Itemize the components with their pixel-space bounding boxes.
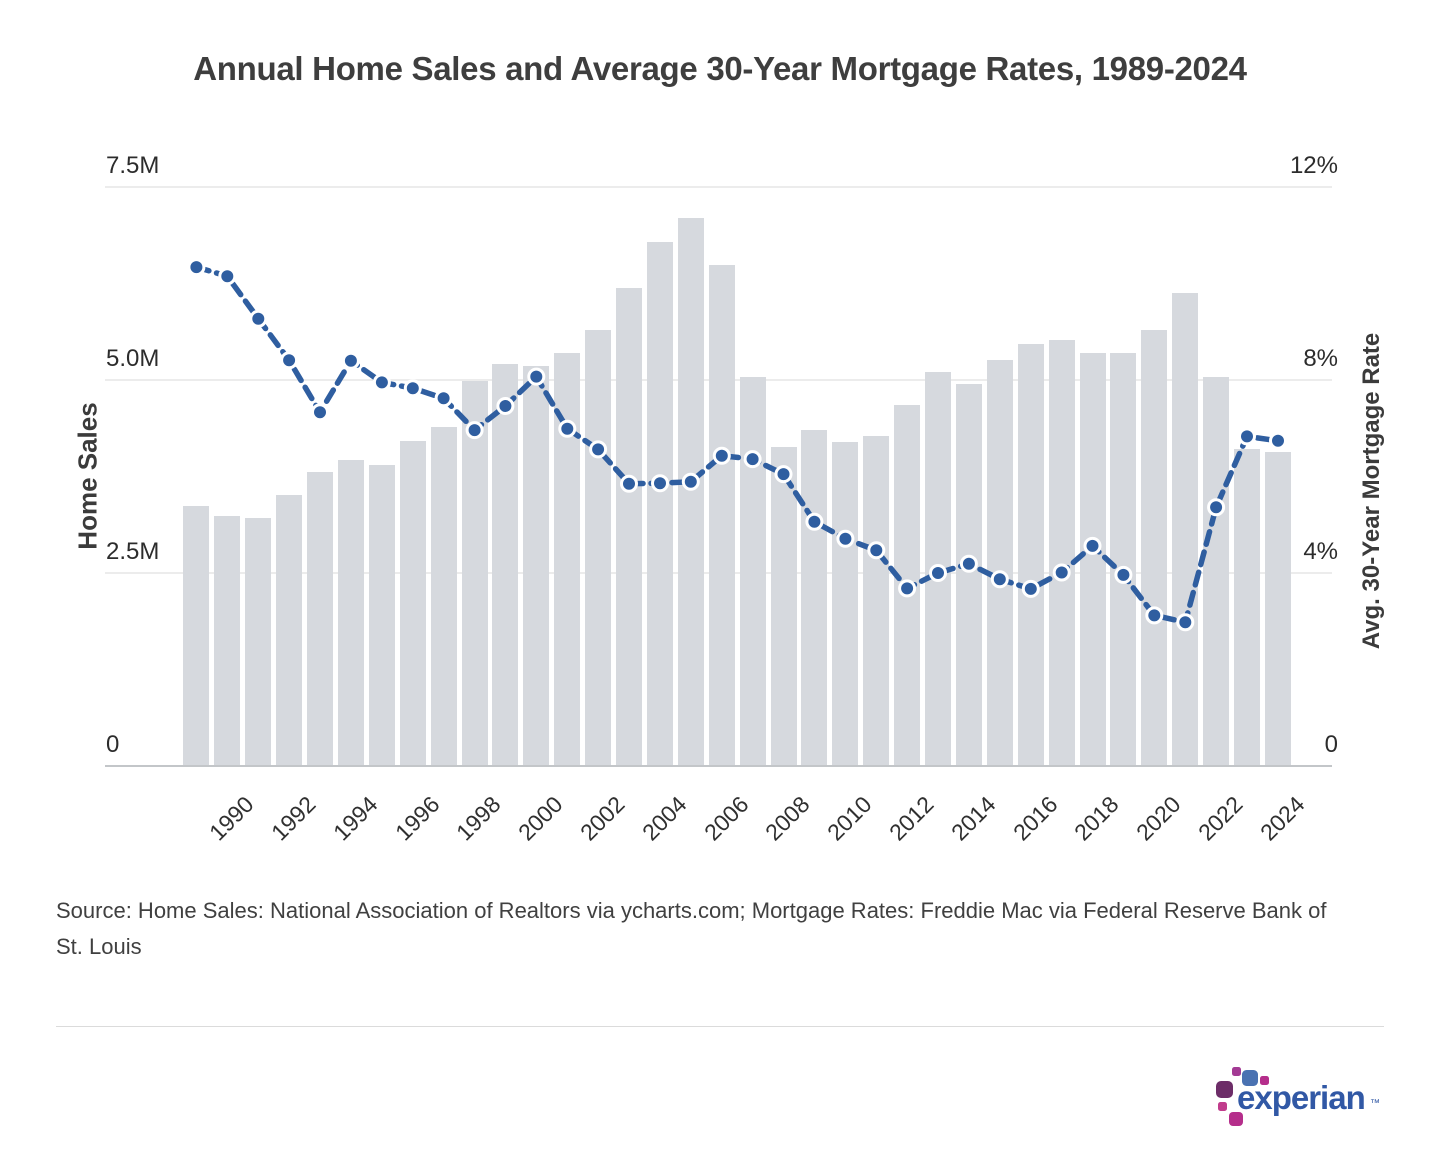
source-note: Source: Home Sales: National Association… xyxy=(56,898,1327,959)
bar-1992 xyxy=(276,494,303,765)
bar-2005 xyxy=(677,218,704,765)
gridline xyxy=(105,186,1332,188)
left-tick-2.5M: 2.5M xyxy=(106,538,160,565)
bar-2011 xyxy=(863,436,890,765)
right-tick-12%: 12% xyxy=(1289,152,1338,179)
point-1994 xyxy=(341,351,360,370)
bar-2016 xyxy=(1017,344,1044,765)
bar-2019 xyxy=(1110,352,1137,765)
left-tick-7.5M: 7.5M xyxy=(106,152,160,179)
x-tick-1996: 1996 xyxy=(389,791,445,846)
x-tick-2004: 2004 xyxy=(636,791,692,846)
bar-2006 xyxy=(708,264,735,765)
bar-2014 xyxy=(955,383,982,765)
bar-2000 xyxy=(523,365,550,765)
x-tick-1992: 1992 xyxy=(265,791,321,846)
x-tick-2024: 2024 xyxy=(1254,791,1310,846)
bar-2020 xyxy=(1141,329,1168,765)
point-1997 xyxy=(434,389,453,408)
point-1992 xyxy=(280,351,299,370)
footer-divider xyxy=(56,1026,1384,1027)
bar-2008 xyxy=(770,446,797,765)
x-tick-2022: 2022 xyxy=(1192,791,1248,846)
point-1990 xyxy=(218,267,237,286)
left-tick-5.0M: 5.0M xyxy=(106,345,160,372)
x-tick-2020: 2020 xyxy=(1131,791,1186,846)
right-tick-0: 0 xyxy=(1324,731,1338,758)
trademark-symbol: ™ xyxy=(1370,1098,1380,1109)
point-1995 xyxy=(372,373,391,392)
x-tick-2016: 2016 xyxy=(1007,791,1063,846)
bar-2021 xyxy=(1172,292,1199,765)
bar-1991 xyxy=(245,517,272,765)
point-1991 xyxy=(249,309,268,328)
point-1996 xyxy=(403,379,422,398)
bar-1996 xyxy=(399,440,426,765)
x-tick-2000: 2000 xyxy=(513,791,568,846)
x-axis-baseline xyxy=(105,765,1332,767)
bar-2001 xyxy=(554,352,581,765)
x-tick-2008: 2008 xyxy=(760,791,815,846)
point-2023 xyxy=(1238,427,1256,446)
right-axis-title: Avg. 30-Year Mortgage Rate xyxy=(1358,332,1385,650)
bar-2018 xyxy=(1079,352,1106,765)
bar-1989 xyxy=(183,506,210,765)
bar-2007 xyxy=(739,376,766,765)
left-axis-title: Home Sales xyxy=(72,402,103,550)
bar-2003 xyxy=(616,287,643,765)
bar-1998 xyxy=(461,381,488,765)
bar-1997 xyxy=(430,426,457,765)
x-tick-2006: 2006 xyxy=(698,791,754,846)
bar-2017 xyxy=(1048,339,1075,765)
bar-1995 xyxy=(368,465,395,765)
bar-1990 xyxy=(214,516,241,765)
right-tick-8%: 8% xyxy=(1303,345,1338,372)
bar-2015 xyxy=(986,359,1013,765)
experian-wordmark: experian xyxy=(1237,1079,1366,1116)
bar-1994 xyxy=(337,460,364,765)
bar-2002 xyxy=(585,330,612,765)
point-1989 xyxy=(187,258,206,277)
bar-2012 xyxy=(894,405,921,765)
x-tick-2018: 2018 xyxy=(1069,791,1124,846)
bar-2004 xyxy=(646,241,673,765)
point-2024 xyxy=(1269,431,1287,450)
left-tick-0: 0 xyxy=(106,731,120,758)
experian-logo-blocks-icon xyxy=(1216,1067,1269,1126)
bar-2023 xyxy=(1234,449,1261,765)
x-tick-1998: 1998 xyxy=(451,791,506,846)
x-tick-2014: 2014 xyxy=(945,791,1001,846)
bar-2009 xyxy=(801,429,828,765)
bar-2010 xyxy=(832,441,859,765)
x-tick-2002: 2002 xyxy=(574,791,630,846)
bar-2022 xyxy=(1203,376,1230,765)
x-tick-2012: 2012 xyxy=(883,791,939,846)
right-tick-4%: 4% xyxy=(1303,538,1338,565)
bar-1993 xyxy=(307,471,334,765)
bar-2024 xyxy=(1264,451,1291,765)
x-tick-1994: 1994 xyxy=(327,791,383,846)
x-tick-1990: 1990 xyxy=(204,791,259,846)
point-1993 xyxy=(311,403,329,422)
bar-2013 xyxy=(925,372,952,765)
experian-logo: experian ™ xyxy=(1213,1064,1393,1134)
chart-title: Annual Home Sales and Average 30-Year Mo… xyxy=(193,50,1247,87)
x-tick-2010: 2010 xyxy=(822,791,877,846)
bar-1999 xyxy=(492,364,519,765)
